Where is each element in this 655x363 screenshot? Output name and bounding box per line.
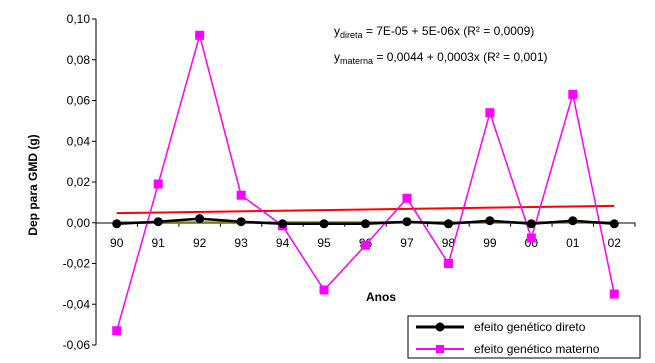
data-point-direto — [526, 219, 536, 229]
legend: efeito genético direto efeito genético m… — [407, 315, 641, 359]
x-tick-label: 94 — [276, 236, 290, 250]
series-line-materno — [116, 32, 616, 331]
series-group — [112, 30, 619, 336]
data-point-direto — [402, 217, 412, 227]
data-point-direto — [361, 219, 370, 229]
data-point-direto — [485, 216, 495, 226]
legend-label-materno: efeito genético materno — [474, 342, 600, 356]
y-axis-ticks: 0,10 0,08 0,06 0,04 0,02 0,00 -0,02 -0,04 -0,06 — [63, 12, 96, 352]
y-axis-title: Dep para GMD (g) — [26, 134, 40, 235]
y-tick-label: 0,04 — [67, 134, 91, 148]
legend-box — [407, 315, 641, 359]
x-tick-label: 95 — [317, 236, 331, 250]
data-point-direto — [443, 219, 453, 229]
legend-marker-materno — [436, 345, 444, 353]
data-point-materno — [568, 89, 578, 99]
data-point-materno — [402, 193, 412, 203]
y-tick-label: 0,06 — [67, 94, 91, 108]
data-point-materno — [443, 259, 453, 268]
x-tick-label: 92 — [193, 236, 207, 250]
x-tick-label: 93 — [234, 236, 248, 250]
data-point-materno — [153, 179, 163, 189]
x-tick-label: 01 — [566, 236, 580, 250]
data-point-materno — [195, 30, 205, 40]
data-point-materno — [526, 233, 536, 243]
y-tick-label: -0,02 — [63, 257, 91, 271]
x-tick-label: 90 — [110, 236, 124, 250]
data-point-direto — [195, 214, 205, 224]
y-tick-label: 0,08 — [67, 53, 91, 67]
x-tick-label: 99 — [483, 236, 497, 250]
x-axis-ticks: 90919293949596979899000102 — [95, 222, 636, 250]
y-tick-label: 0,00 — [67, 216, 91, 230]
legend-label-direto: efeito genético direto — [474, 320, 586, 334]
x-tick-label: 02 — [608, 236, 622, 250]
legend-marker-direto — [435, 322, 445, 332]
data-point-materno — [485, 108, 495, 118]
data-point-direto — [153, 217, 163, 227]
data-point-materno — [319, 285, 329, 295]
trendline-equation-materno: ymaterna = 0,0044 + 0,0003x (R² = 0,001) — [334, 50, 547, 66]
data-point-direto — [112, 219, 122, 229]
data-point-direto — [319, 219, 329, 229]
data-point-direto — [278, 219, 288, 229]
data-point-materno — [112, 326, 122, 336]
x-tick-label: 97 — [400, 236, 414, 250]
y-tick-label: 0,02 — [67, 175, 91, 189]
y-tick-label: -0,06 — [63, 338, 91, 352]
data-point-direto — [568, 216, 578, 226]
y-tick-label: 0,10 — [67, 12, 91, 26]
x-axis-title: Anos — [366, 290, 396, 304]
data-point-materno — [609, 289, 619, 299]
trendline-materno — [116, 204, 615, 215]
data-point-direto — [609, 219, 619, 229]
x-tick-label: 98 — [442, 236, 456, 250]
data-point-direto — [236, 217, 246, 227]
data-point-materno — [236, 190, 246, 200]
y-tick-label: -0,04 — [63, 297, 91, 311]
trendline-equation-direto: ydireta = 7E-05 + 5E-06x (R² = 0,0009) — [334, 24, 534, 40]
x-tick-label: 91 — [152, 236, 166, 250]
data-point-materno — [361, 240, 370, 250]
